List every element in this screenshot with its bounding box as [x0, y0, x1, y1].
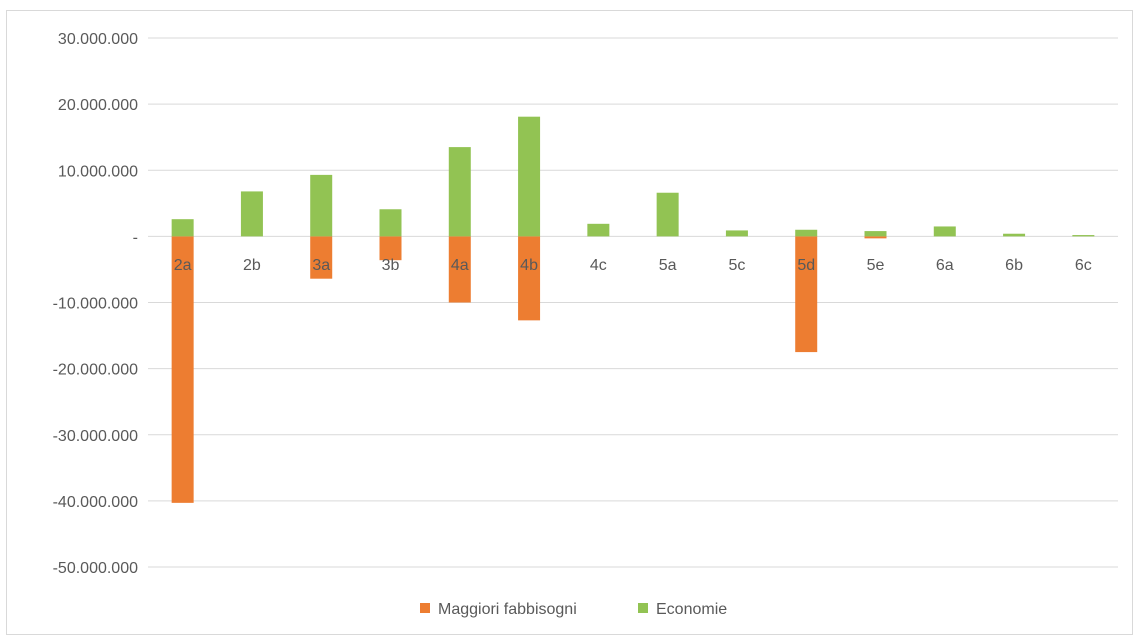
- legend: Maggiori fabbisogni Economie: [420, 601, 727, 618]
- bars: [171, 116, 1095, 503]
- bar-economie-6b: [1003, 233, 1026, 237]
- bar-economie-5e: [864, 231, 887, 237]
- y-tick-label: -30.000.000: [53, 428, 139, 445]
- y-tick-label: -50.000.000: [53, 560, 139, 577]
- bar-economie-4b: [518, 116, 541, 237]
- legend-swatch: [420, 603, 430, 613]
- y-tick-label: -: [133, 229, 138, 246]
- category-labels: 2a 2b 3a 3b 4a 4b 4c 5a 5c 5d 5e 6a 6b 6c: [174, 257, 1092, 274]
- bar-economie-5a: [656, 192, 679, 237]
- category-label: 5e: [867, 257, 885, 274]
- category-label: 2b: [243, 257, 261, 274]
- bar-maggiori-fabbisogni-5e: [864, 236, 887, 239]
- bar-economie-4c: [587, 223, 610, 237]
- legend-label: Economie: [656, 601, 727, 618]
- bar-economie-4a: [448, 147, 471, 237]
- bar-maggiori-fabbisogni-3a: [310, 236, 333, 279]
- bar-economie-3b: [379, 209, 402, 237]
- bar-maggiori-fabbisogni-4a: [448, 236, 471, 303]
- category-label: 4c: [590, 257, 607, 274]
- category-label: 6c: [1075, 257, 1092, 274]
- y-tick-label: 10.000.000: [58, 163, 138, 180]
- bar-economie-2b: [240, 191, 263, 237]
- y-tick-label: 20.000.000: [58, 97, 138, 114]
- category-label: 3b: [382, 257, 400, 274]
- category-label: 5d: [797, 257, 815, 274]
- category-label: 5a: [659, 257, 677, 274]
- chart-frame: [6, 10, 1133, 635]
- bar-economie-5c: [725, 230, 748, 237]
- bar-maggiori-fabbisogni-4b: [518, 236, 541, 321]
- legend-label: Maggiori fabbisogni: [438, 601, 577, 618]
- y-axis-tick-labels: 30.000.000 20.000.000 10.000.000 - -10.000.0…: [53, 31, 139, 577]
- category-label: 4a: [451, 257, 469, 274]
- y-tick-label: -40.000.000: [53, 494, 139, 511]
- category-label: 6a: [936, 257, 954, 274]
- bar-economie-3a: [310, 174, 333, 237]
- category-label: 5c: [728, 257, 745, 274]
- legend-swatch: [638, 603, 648, 613]
- category-label: 2a: [174, 257, 192, 274]
- bar-maggiori-fabbisogni-3b: [379, 236, 402, 261]
- bar-economie-5d: [795, 229, 818, 237]
- y-tick-label: -10.000.000: [53, 296, 139, 313]
- bar-maggiori-fabbisogni-2a: [171, 236, 194, 503]
- y-tick-label: 30.000.000: [58, 31, 138, 48]
- gridlines: [148, 37, 1118, 568]
- category-label: 6b: [1005, 257, 1023, 274]
- bar-economie-6c: [1072, 235, 1095, 237]
- category-label: 4b: [520, 257, 538, 274]
- bar-economie-2a: [171, 219, 194, 237]
- bar-maggiori-fabbisogni-5d: [795, 236, 818, 353]
- bar-economie-6a: [933, 226, 956, 237]
- y-tick-label: -20.000.000: [53, 362, 139, 379]
- category-label: 3a: [312, 257, 330, 274]
